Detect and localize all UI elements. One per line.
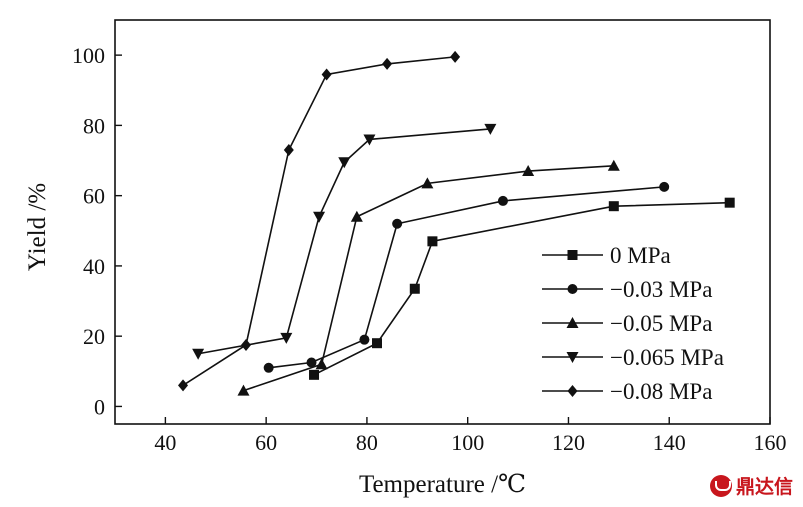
data-point xyxy=(659,181,670,192)
series-4 xyxy=(178,50,461,392)
x-tick-label: 80 xyxy=(356,430,378,455)
series-line xyxy=(313,201,730,376)
x-tick-label: 160 xyxy=(754,430,787,455)
dingdaxin-logo-icon xyxy=(709,474,732,497)
data-point xyxy=(607,159,620,171)
y-tick-label: 80 xyxy=(83,113,105,138)
watermark-text: 鼎达信 xyxy=(735,476,793,498)
legend-marker xyxy=(567,385,578,397)
data-point xyxy=(409,283,420,294)
legend-label: −0.065 MPa xyxy=(610,345,724,370)
data-point xyxy=(522,165,535,177)
x-tick-label: 140 xyxy=(653,430,686,455)
data-point xyxy=(484,123,497,135)
series-2 xyxy=(237,159,620,396)
data-point xyxy=(392,218,403,229)
legend-item: 0 MPa xyxy=(542,243,671,268)
x-tick-label: 40 xyxy=(154,430,176,455)
series-0 xyxy=(309,197,735,380)
x-tick-label: 100 xyxy=(451,430,484,455)
y-tick-label: 40 xyxy=(83,254,105,279)
series-line xyxy=(182,56,456,387)
series-1 xyxy=(263,181,670,373)
data-point xyxy=(241,338,251,351)
x-tick-label: 60 xyxy=(255,430,277,455)
series-layer xyxy=(178,50,735,396)
data-point xyxy=(309,369,320,380)
series-line xyxy=(197,128,491,355)
legend-label: −0.05 MPa xyxy=(610,311,712,336)
data-point xyxy=(178,379,189,392)
legend-item: −0.065 MPa xyxy=(542,345,724,370)
plot-border xyxy=(114,19,771,425)
data-point xyxy=(363,134,376,146)
data-point xyxy=(321,68,332,81)
legend-marker xyxy=(567,250,578,260)
y-axis-ticks: 0 20 40 60 80 100 xyxy=(72,43,122,419)
legend-item: −0.05 MPa xyxy=(542,311,712,336)
legend-marker xyxy=(566,352,579,363)
data-point xyxy=(450,50,461,63)
legend-item: −0.08 MPa xyxy=(542,379,712,404)
data-point xyxy=(283,143,294,156)
legend-item: −0.03 MPa xyxy=(542,277,712,302)
y-tick-label: 100 xyxy=(72,43,105,68)
data-point xyxy=(280,332,293,344)
data-point xyxy=(315,358,328,370)
data-point xyxy=(306,357,317,368)
data-point xyxy=(608,201,619,212)
data-point xyxy=(372,338,382,349)
data-point xyxy=(338,157,351,169)
series-3 xyxy=(192,123,497,360)
legend-marker xyxy=(566,317,579,328)
data-point xyxy=(359,334,370,345)
data-point xyxy=(192,348,205,360)
legend-label: 0 MPa xyxy=(610,243,671,268)
data-point xyxy=(421,177,434,189)
legend-marker xyxy=(567,284,578,294)
legend: 0 MPa −0.03 MPa −0.05 MPa −0.065 MPa −0.08 M… xyxy=(542,243,724,404)
y-tick-label: 20 xyxy=(83,324,105,349)
legend-label: −0.08 MPa xyxy=(610,379,712,404)
data-point xyxy=(427,236,438,247)
data-point xyxy=(724,197,735,208)
x-tick-label: 120 xyxy=(552,430,585,455)
data-point xyxy=(313,211,326,223)
y-tick-label: 60 xyxy=(83,184,105,209)
data-point xyxy=(263,362,274,373)
data-point xyxy=(497,195,508,206)
y-tick-label: 0 xyxy=(94,394,105,419)
data-point xyxy=(350,210,363,222)
y-axis-title: Yield /% xyxy=(24,183,51,271)
watermark: 鼎达信 xyxy=(709,472,793,499)
series-line xyxy=(268,186,665,369)
legend-label: −0.03 MPa xyxy=(610,277,712,302)
x-axis-ticks: 40 60 80 100 120 140 160 xyxy=(154,417,787,455)
data-point xyxy=(237,384,250,396)
data-point xyxy=(382,57,393,70)
x-axis-title: Temperature /℃ xyxy=(359,471,526,498)
series-line xyxy=(243,164,614,392)
plot-frame xyxy=(114,19,771,425)
